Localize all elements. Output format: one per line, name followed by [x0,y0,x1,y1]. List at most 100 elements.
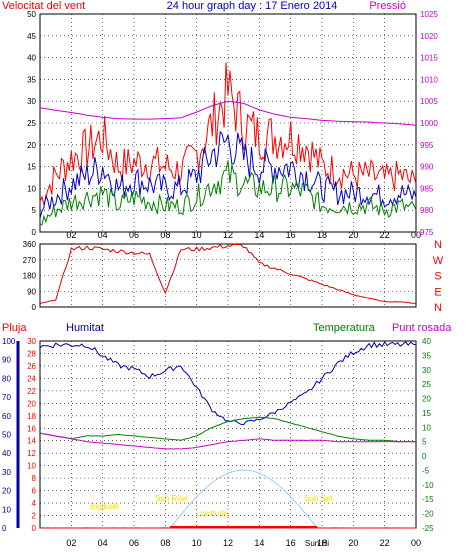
direction-compass-label: N [434,302,442,314]
x-tick-label: 06 [129,538,139,548]
series-pressure-line [39,100,417,126]
temp-tick-label: 20 [422,395,431,404]
sun-rise-label: Sun Rise [155,494,188,503]
humidity-tick-label: 90 [2,356,11,365]
x-tick-label: 18 [317,230,327,240]
pressure-tick-label: 975 [420,228,434,237]
direction-compass-label: E [434,286,441,298]
x-tick-label: 10 [192,538,202,548]
wind-tick-label: 50 [27,10,36,19]
legend-humidity: Humitat [66,322,104,334]
wind-tick-label: 20 [27,141,36,150]
pressure-tick-label: 990 [420,163,434,172]
series-temperatura-line [39,416,416,443]
sun-hi-label: Sun Hi [305,539,329,548]
humidity-tick-label: 30 [2,468,11,477]
direction-tick-label: 180 [23,272,37,281]
rain-tick-label: 2 [32,512,37,521]
rain-tick-label: 8 [32,474,37,483]
series-min-line [39,160,417,226]
pressure-tick-label: 1015 [420,54,438,63]
wind-tick-label: 40 [27,54,36,63]
sun-elevation-arc [169,469,318,529]
lowitude-label: Lowitude [196,509,229,518]
pressure-tick-label: 985 [420,184,434,193]
x-tick-label: 16 [286,230,296,240]
x-tick-label: 12 [223,538,233,548]
bigitude-label: Bigitude [90,502,119,511]
x-tick-label: 08 [160,538,170,548]
humidity-tick-label: 20 [2,487,11,496]
x-tick-label: 04 [98,230,108,240]
chart-title: 24 hour graph day : 17 Enero 2014 [167,0,338,12]
x-tick-label: 16 [286,538,296,548]
wind-tick-label: 25 [27,119,36,128]
legend-temperature: Temperatura [313,322,376,334]
x-tick-label: 14 [254,538,264,548]
rain-tick-label: 6 [32,487,37,496]
pressure-tick-label: 1025 [420,10,438,19]
direction-tick-label: 0 [32,303,37,312]
pressure-tick-label: 1000 [420,119,438,128]
wind-tick-label: 30 [27,97,36,106]
humidity-tick-label: 80 [2,374,11,383]
humidity-tick-label: 70 [2,393,11,402]
legend-rain: Pluja [2,322,27,334]
rain-tick-label: 30 [27,337,36,346]
series-direction-line [39,243,417,304]
direction-tick-label: 270 [23,256,37,265]
temp-tick-label: -25 [422,524,434,533]
series-average-line [39,130,417,219]
temp-tick-label: 35 [422,351,431,360]
wind-tick-label: 15 [27,163,36,172]
temp-tick-label: -20 [422,510,434,519]
x-tick-label: 14 [254,230,264,240]
sun-set-label: Sun Set [304,494,333,503]
direction-compass-label: N [434,239,442,251]
temp-tick-label: 40 [422,337,431,346]
rain-tick-label: 16 [27,424,36,433]
rain-tick-label: 24 [27,374,36,383]
x-tick-label: 22 [380,230,390,240]
pressure-tick-label: 980 [420,206,434,215]
humidity-tick-label: 40 [2,449,11,458]
humidity-tick-label: 50 [2,431,11,440]
rain-tick-label: 10 [27,462,36,471]
humidity-tick-label: 60 [2,412,11,421]
humidity-tick-label: 10 [2,505,11,514]
pressure-tick-label: 1005 [420,97,438,106]
x-tick-label: 06 [129,230,139,240]
series-gust-line [39,62,417,207]
direction-tick-label: 90 [27,287,36,296]
temp-tick-label: 5 [422,438,427,447]
pressure-tick-label: 1010 [420,75,438,84]
rain-tick-label: 22 [27,387,36,396]
direction-compass-label: S [434,271,441,283]
temp-tick-label: 10 [422,423,431,432]
pressure-tick-label: 995 [420,141,434,150]
x-tick-label: 20 [348,538,358,548]
rain-tick-label: 14 [27,437,36,446]
direction-tick-label: 360 [23,240,37,249]
x-tick-label: 10 [192,230,202,240]
temp-tick-label: -15 [422,495,434,504]
x-tick-label: 04 [98,538,108,548]
temp-tick-label: -10 [422,481,434,490]
x-tick-label: 00 [411,230,421,240]
wind-tick-label: 0 [32,228,37,237]
wind-tick-label: 45 [27,32,36,41]
x-tick-label: 12 [223,230,233,240]
x-tick-label: 18 [317,538,327,548]
humidity-tick-label: 100 [2,337,16,346]
rain-tick-label: 0 [32,524,37,533]
wind-tick-label: 5 [32,206,37,215]
temp-tick-label: 25 [422,380,431,389]
x-tick-label: 02 [66,538,76,548]
legend-dewpoint: Punt rosada [392,322,452,334]
pressure-tick-label: 1020 [420,32,438,41]
x-tick-label: 22 [380,538,390,548]
rain-tick-label: 20 [27,399,36,408]
x-tick-label: 08 [160,230,170,240]
wind-tick-label: 10 [27,184,36,193]
